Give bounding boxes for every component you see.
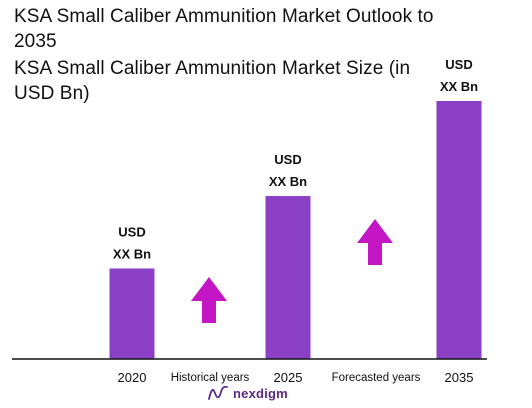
- bar-label-2035-2: XX Bn: [440, 79, 478, 94]
- bar-label-2020-2: XX Bn: [113, 246, 151, 261]
- bar-label-2035-1: USD: [445, 57, 472, 72]
- x-tick-2035: 2035: [445, 370, 474, 385]
- x-tick-2025: 2025: [274, 370, 303, 385]
- period-label-2: Forecasted years: [332, 372, 421, 384]
- bar-label-2025-2: XX Bn: [269, 174, 307, 189]
- bar-2020: [109, 268, 155, 359]
- x-tick-2020: 2020: [118, 370, 147, 385]
- bar-2035: [436, 101, 482, 359]
- brand-name: nexdigm: [233, 385, 288, 401]
- bar-label-2025-1: USD: [274, 152, 301, 167]
- bar-label-2020-1: USD: [118, 224, 145, 239]
- brand-logo: nexdigm: [207, 383, 288, 403]
- chart-subtitle: KSA Small Caliber Ammunition Market Size…: [14, 58, 411, 104]
- period-label-1: Historical years: [171, 372, 250, 384]
- growth-arrow-icon: [191, 277, 227, 323]
- nexdigm-logo-icon: [208, 385, 228, 400]
- chart-title: KSA Small Caliber Ammunition Market Outl…: [14, 6, 434, 52]
- growth-arrow-icon: [357, 219, 393, 265]
- bar-2025: [265, 196, 311, 359]
